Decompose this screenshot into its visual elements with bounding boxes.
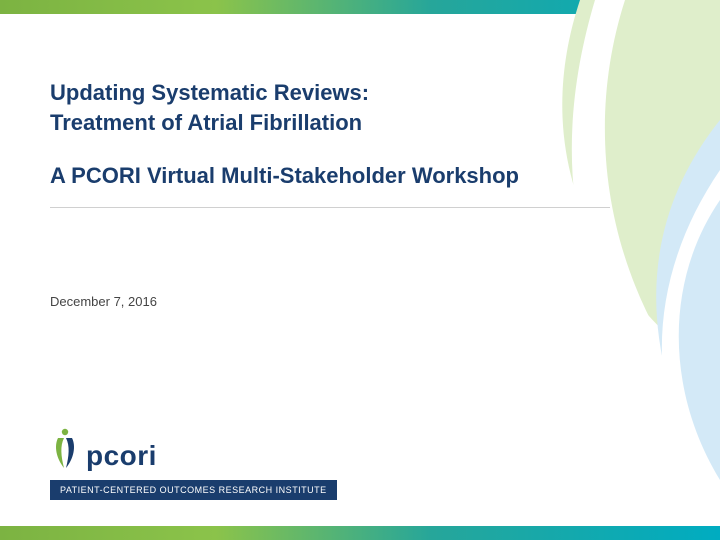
slide-content: Updating Systematic Reviews: Treatment o… bbox=[0, 0, 720, 309]
logo-tagline: PATIENT-CENTERED OUTCOMES RESEARCH INSTI… bbox=[50, 480, 337, 500]
logo-row: pcori bbox=[50, 428, 337, 470]
title-line-1: Updating Systematic Reviews: bbox=[50, 78, 670, 108]
date-text: December 7, 2016 bbox=[50, 294, 670, 309]
divider-line bbox=[50, 207, 610, 208]
pcori-logo-block: pcori PATIENT-CENTERED OUTCOMES RESEARCH… bbox=[50, 428, 337, 500]
pcori-logo-icon bbox=[50, 428, 80, 470]
bottom-gradient-bar bbox=[0, 526, 720, 540]
title-line-2: Treatment of Atrial Fibrillation bbox=[50, 108, 670, 138]
subtitle: A PCORI Virtual Multi-Stakeholder Worksh… bbox=[50, 163, 670, 189]
logo-wordmark: pcori bbox=[86, 442, 157, 470]
